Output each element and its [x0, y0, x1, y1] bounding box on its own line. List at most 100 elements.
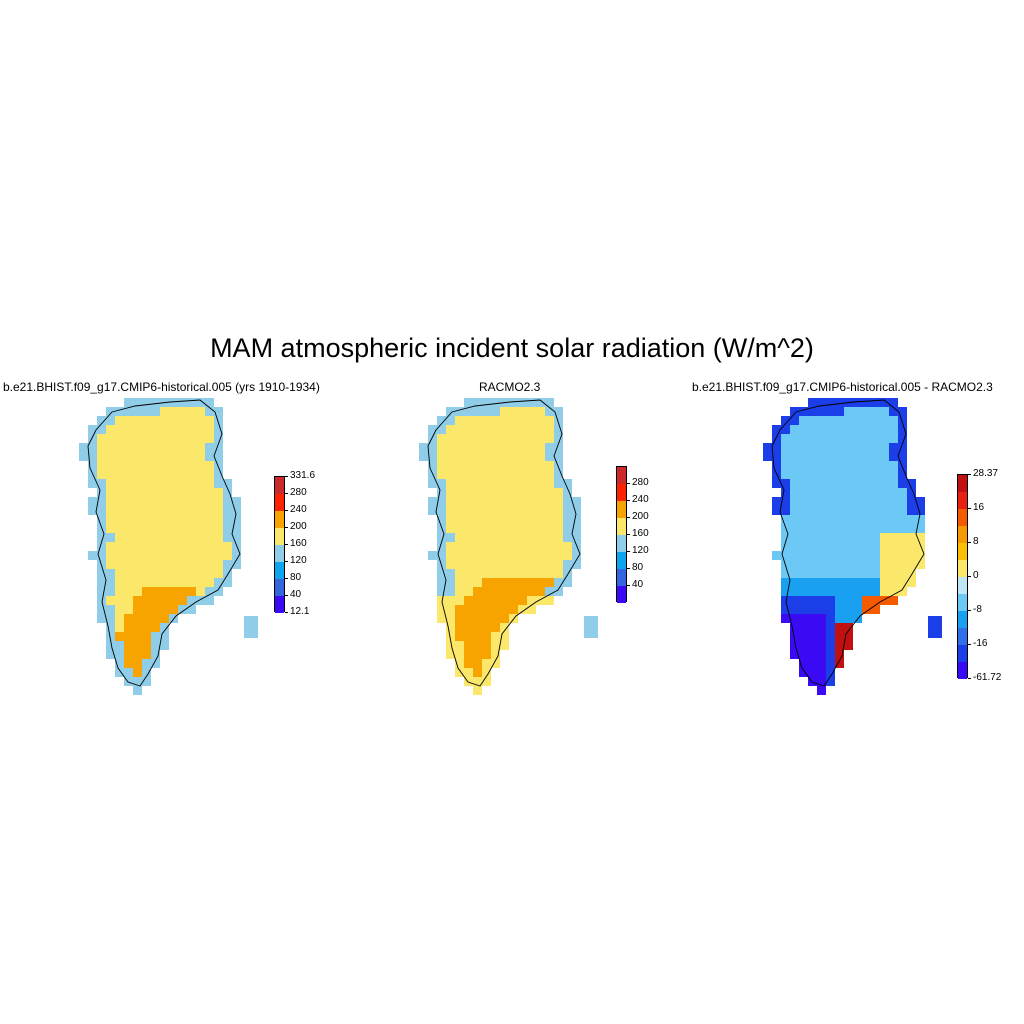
colorbar-swatch [617, 466, 626, 484]
grid-cell [527, 461, 536, 470]
grid-cell [196, 560, 205, 569]
grid-cell [853, 560, 862, 569]
grid-cell [106, 443, 115, 452]
grid-cell [536, 470, 545, 479]
grid-cell [853, 506, 862, 515]
grid-cell [817, 470, 826, 479]
grid-cell [853, 605, 862, 614]
grid-cell [437, 614, 446, 623]
grid-cell [482, 542, 491, 551]
grid-cell [142, 398, 151, 407]
grid-cell [500, 434, 509, 443]
grid-cell [437, 578, 446, 587]
grid-cell [124, 641, 133, 650]
colorbar-label: 120 [632, 545, 649, 556]
grid-cell [455, 479, 464, 488]
grid-cell [178, 416, 187, 425]
grid-cell [853, 425, 862, 434]
grid-cell [473, 461, 482, 470]
grid-cell [572, 506, 581, 515]
grid-cell [178, 443, 187, 452]
grid-cell [160, 614, 169, 623]
grid-cell [428, 479, 437, 488]
grid-cell [491, 398, 500, 407]
grid-cell [169, 533, 178, 542]
grid-cell [151, 452, 160, 461]
grid-cell [871, 452, 880, 461]
colorbar-swatch [958, 576, 967, 594]
grid-cell [160, 560, 169, 569]
grid-cell [133, 497, 142, 506]
grid-cell [160, 425, 169, 434]
grid-cell [115, 659, 124, 668]
grid-cell [482, 434, 491, 443]
grid-cell [772, 443, 781, 452]
grid-cell [898, 488, 907, 497]
grid-cell [808, 632, 817, 641]
colorbar-label: -16 [973, 638, 988, 649]
grid-cell [223, 551, 232, 560]
grid-cell [446, 515, 455, 524]
grid-cell [214, 461, 223, 470]
grid-cell [214, 533, 223, 542]
colorbar-tick [627, 585, 630, 586]
grid-cell [142, 533, 151, 542]
grid-cell [799, 425, 808, 434]
grid-cell [97, 470, 106, 479]
grid-cell [509, 578, 518, 587]
colorbar-swatch [617, 568, 626, 586]
grid-cell [500, 407, 509, 416]
grid-cell [554, 452, 563, 461]
grid-cell [205, 587, 214, 596]
grid-cell [169, 560, 178, 569]
grid-cell [124, 605, 133, 614]
grid-cell [518, 416, 527, 425]
grid-cell [491, 650, 500, 659]
grid-cell [124, 614, 133, 623]
grid-cell [500, 497, 509, 506]
colorbar-label: 80 [290, 572, 302, 583]
grid-cell [817, 605, 826, 614]
colorbar-label: 28.37 [973, 468, 999, 479]
grid-cell [799, 659, 808, 668]
grid-cell [826, 524, 835, 533]
grid-cell [527, 416, 536, 425]
grid-cell [790, 524, 799, 533]
colorbar-tick [968, 474, 971, 475]
island-cells [244, 616, 258, 638]
grid-cell [115, 587, 124, 596]
grid-cell [545, 407, 554, 416]
grid-cell [142, 605, 151, 614]
grid-cell [214, 587, 223, 596]
grid-cell [464, 533, 473, 542]
grid-cell [88, 443, 97, 452]
grid-cell [871, 506, 880, 515]
grid-cell [151, 623, 160, 632]
grid-cell [446, 596, 455, 605]
grid-cell [160, 596, 169, 605]
grid-cell [115, 551, 124, 560]
grid-cell [419, 452, 428, 461]
grid-cell [853, 452, 862, 461]
grid-cell [889, 443, 898, 452]
grid-cell [808, 488, 817, 497]
grid-cell [97, 524, 106, 533]
grid-cell [862, 407, 871, 416]
grid-cell [889, 560, 898, 569]
grid-cell [437, 524, 446, 533]
grid-cell [473, 416, 482, 425]
grid-cell [473, 686, 482, 695]
grid-cell [871, 569, 880, 578]
grid-cell [437, 425, 446, 434]
grid-cell [169, 515, 178, 524]
grid-cell [133, 650, 142, 659]
grid-cell [799, 407, 808, 416]
grid-cell [518, 551, 527, 560]
grid-cell [826, 416, 835, 425]
grid-cell [889, 524, 898, 533]
coastline [87, 399, 241, 687]
grid-cell [554, 407, 563, 416]
grid-cell [133, 443, 142, 452]
grid-cell [482, 641, 491, 650]
grid-cell [898, 587, 907, 596]
